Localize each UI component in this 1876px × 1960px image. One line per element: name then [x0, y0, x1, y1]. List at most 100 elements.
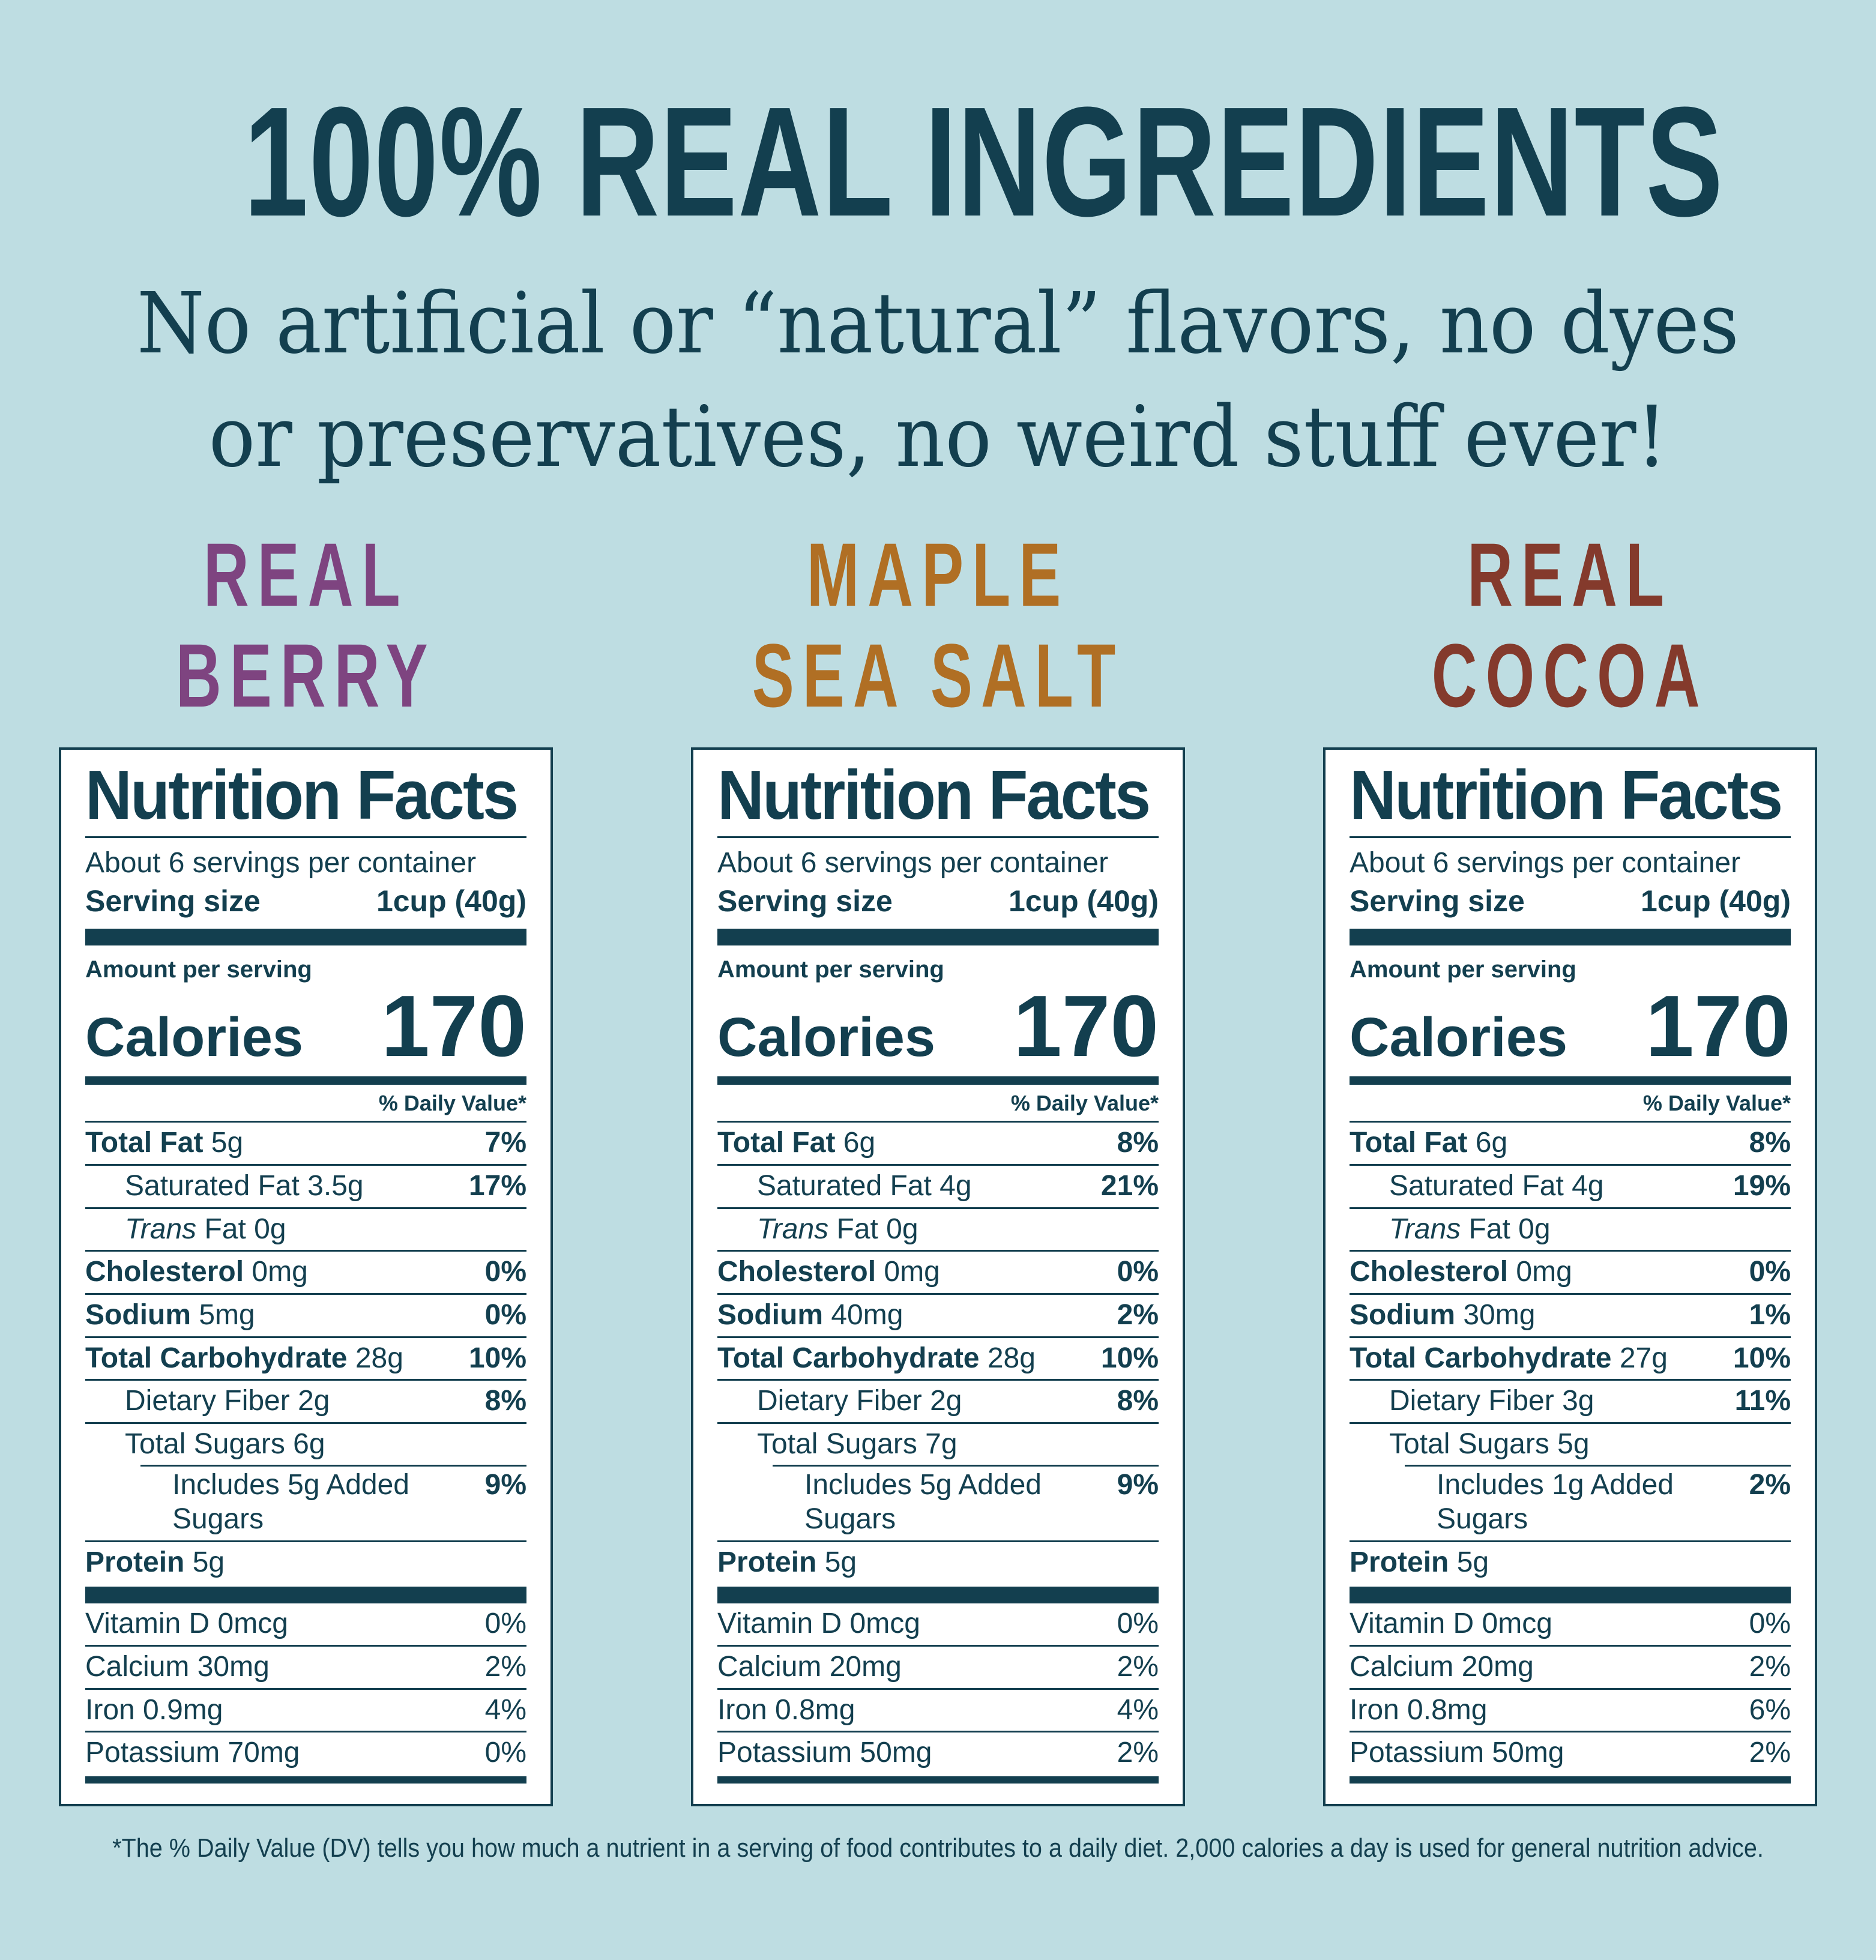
subtitle-line-1: No artificial or “natural” flavors, no d… [137, 275, 1739, 373]
divider-thick [717, 928, 1159, 945]
nutrient-daily-value: 11% [1734, 1385, 1791, 1417]
nutrient-daily-value: 1% [1749, 1298, 1791, 1331]
nutrient-name: Iron 0.8mg [1350, 1693, 1488, 1726]
nutrient-row: Total Carbohydrate 27g 10% [1350, 1336, 1791, 1380]
nutrient-daily-value: 9% [1117, 1469, 1159, 1501]
nutrient-daily-value: 0% [484, 1256, 526, 1288]
serving-size-label: Serving size [1350, 884, 1525, 918]
page: { "colors": { "background": "#bedde2", "… [0, 84, 1876, 1960]
nutrient-daily-value: 2% [1749, 1737, 1791, 1769]
flavor-title-maple-sea-salt: MAPLE SEA SALT [752, 524, 1124, 726]
nutrient-name: Protein 5g [717, 1546, 857, 1578]
nutrition-facts-title: Nutrition Facts [1350, 756, 1783, 834]
nutrient-name: Vitamin D 0mcg [85, 1608, 288, 1640]
nutrient-name: Protein 5g [85, 1546, 225, 1578]
nutrient-row: Saturated Fat 4g 21% [717, 1164, 1159, 1207]
nutrient-daily-value: 9% [484, 1469, 526, 1501]
nutrient-name: Trans Fat 0g [125, 1213, 286, 1245]
calories-value: 170 [1013, 977, 1159, 1075]
page-subtitle: No artificial or “natural” flavors, no d… [75, 267, 1801, 494]
nutrient-name: Total Sugars 5g [1389, 1428, 1590, 1460]
nutrient-row: Iron 0.8mg 6% [1350, 1687, 1791, 1731]
flavor-title-real-cocoa: REAL COCOA [1432, 524, 1709, 726]
header: 100% REAL INGREDIENTS No artificial or “… [0, 84, 1876, 494]
nutrient-row: Potassium 70mg 0% [85, 1731, 526, 1774]
nutrient-row: Total Sugars 7g [717, 1422, 1159, 1465]
nutrient-daily-value: 0% [1749, 1608, 1791, 1640]
divider-thick [717, 1587, 1159, 1604]
calories-label: Calories [1350, 1006, 1568, 1068]
flavor-title-line-1: MAPLE [806, 524, 1070, 625]
nutrient-rows: Total Fat 5g 7% Saturated Fat 3.5g 17% Trans… [85, 1121, 526, 1583]
flavor-title-line-2: COCOA [1432, 625, 1709, 726]
daily-value-header: % Daily Value* [1010, 1091, 1159, 1116]
flavor-title-real-berry: REAL BERRY [176, 524, 436, 726]
nutrient-rows: Total Fat 6g 8% Saturated Fat 4g 19% Trans F… [1350, 1121, 1791, 1583]
vitamin-rows: Vitamin D 0mcg 0% Calcium 20mg 2% Iron 0.8mg… [717, 1603, 1159, 1774]
divider-bottom [1350, 1776, 1791, 1784]
nutrient-name: Saturated Fat 4g [757, 1170, 972, 1202]
calories-label: Calories [85, 1006, 304, 1068]
nutrient-row: Trans Fat 0g [1350, 1207, 1791, 1250]
nutrient-name: Total Sugars 6g [125, 1428, 325, 1460]
nutrient-daily-value: 0% [484, 1608, 526, 1640]
nutrient-daily-value: 2% [1749, 1469, 1791, 1501]
nutrient-row: Iron 0.9mg 4% [85, 1687, 526, 1731]
serving-size-row: Serving size 1cup (40g) [1350, 882, 1791, 929]
nutrient-name: Total Carbohydrate 28g [717, 1342, 1036, 1374]
nutrient-row: Trans Fat 0g [85, 1207, 526, 1250]
nutrient-name: Cholesterol 0mg [1350, 1256, 1572, 1288]
nutrient-row: Sodium 5mg 0% [85, 1292, 526, 1336]
nutrient-row: Calcium 20mg 2% [717, 1644, 1159, 1688]
divider-thin [1350, 836, 1791, 839]
nutrient-daily-value: 2% [1117, 1650, 1159, 1683]
amount-per-serving-label: Amount per serving [85, 956, 312, 983]
nutrient-name: Iron 0.9mg [85, 1693, 223, 1726]
nutrient-name: Saturated Fat 4g [1389, 1170, 1604, 1202]
nutrient-daily-value: 19% [1733, 1170, 1791, 1202]
amount-per-serving-label: Amount per serving [717, 956, 944, 983]
nutrient-name: Total Carbohydrate 27g [1350, 1342, 1668, 1374]
serving-size-value: 1cup (40g) [1008, 884, 1159, 918]
nutrient-name: Potassium 50mg [717, 1737, 932, 1769]
serving-size-row: Serving size 1cup (40g) [717, 882, 1159, 929]
nutrient-name: Calcium 30mg [85, 1650, 270, 1683]
nutrient-daily-value: 17% [468, 1170, 526, 1202]
nutrient-row: Includes 1g Added Sugars 2% [1350, 1465, 1791, 1540]
nutrient-daily-value: 0% [1117, 1256, 1159, 1288]
divider-thick [85, 928, 526, 945]
nutrient-row: Protein 5g [1350, 1540, 1791, 1584]
divider-medium [717, 1076, 1159, 1085]
nutrient-name: Includes 1g Added Sugars [1437, 1469, 1674, 1536]
nutrient-daily-value: 2% [1117, 1298, 1159, 1331]
serving-size-row: Serving size 1cup (40g) [85, 882, 526, 929]
divider-bottom [717, 1776, 1159, 1784]
nutrient-name: Includes 5g Added Sugars [172, 1469, 409, 1536]
nutrient-name: Total Fat 5g [85, 1127, 244, 1159]
nutrition-facts-title: Nutrition Facts [717, 756, 1151, 834]
nutrition-label-real-cocoa: Nutrition Facts About 6 servings per con… [1323, 747, 1817, 1806]
divider-thin [717, 836, 1159, 839]
nutrient-name: Vitamin D 0mcg [717, 1608, 920, 1640]
nutrient-name: Dietary Fiber 3g [1389, 1385, 1594, 1417]
nutrient-name: Total Sugars 7g [757, 1428, 958, 1460]
nutrient-name: Trans Fat 0g [757, 1213, 918, 1245]
calories-row: Calories 170 [717, 977, 1159, 1075]
nutrient-row: Potassium 50mg 2% [717, 1731, 1159, 1774]
nutrient-name: Potassium 50mg [1350, 1737, 1564, 1769]
column-maple-sea-salt: MAPLE SEA SALT Nutrition Facts About 6 s… [691, 524, 1185, 1806]
nutrition-label-maple-sea-salt: Nutrition Facts About 6 servings per con… [691, 747, 1185, 1806]
nutrient-row: Total Fat 6g 8% [717, 1121, 1159, 1164]
serving-size-label: Serving size [717, 884, 893, 918]
nutrient-name: Total Carbohydrate 28g [85, 1342, 403, 1374]
nutrient-daily-value: 10% [1100, 1342, 1159, 1374]
nutrient-row: Calcium 30mg 2% [85, 1644, 526, 1688]
nutrition-facts-title: Nutrition Facts [85, 756, 519, 834]
serving-size-value: 1cup (40g) [1640, 884, 1791, 918]
nutrient-name: Sodium 5mg [85, 1298, 255, 1331]
nutrient-daily-value: 4% [484, 1693, 526, 1726]
nutrient-rows: Total Fat 6g 8% Saturated Fat 4g 21% Trans F… [717, 1121, 1159, 1583]
nutrient-row: Includes 5g Added Sugars 9% [717, 1465, 1159, 1540]
nutrient-name: Total Fat 6g [717, 1127, 876, 1159]
nutrient-daily-value: 21% [1100, 1170, 1159, 1202]
